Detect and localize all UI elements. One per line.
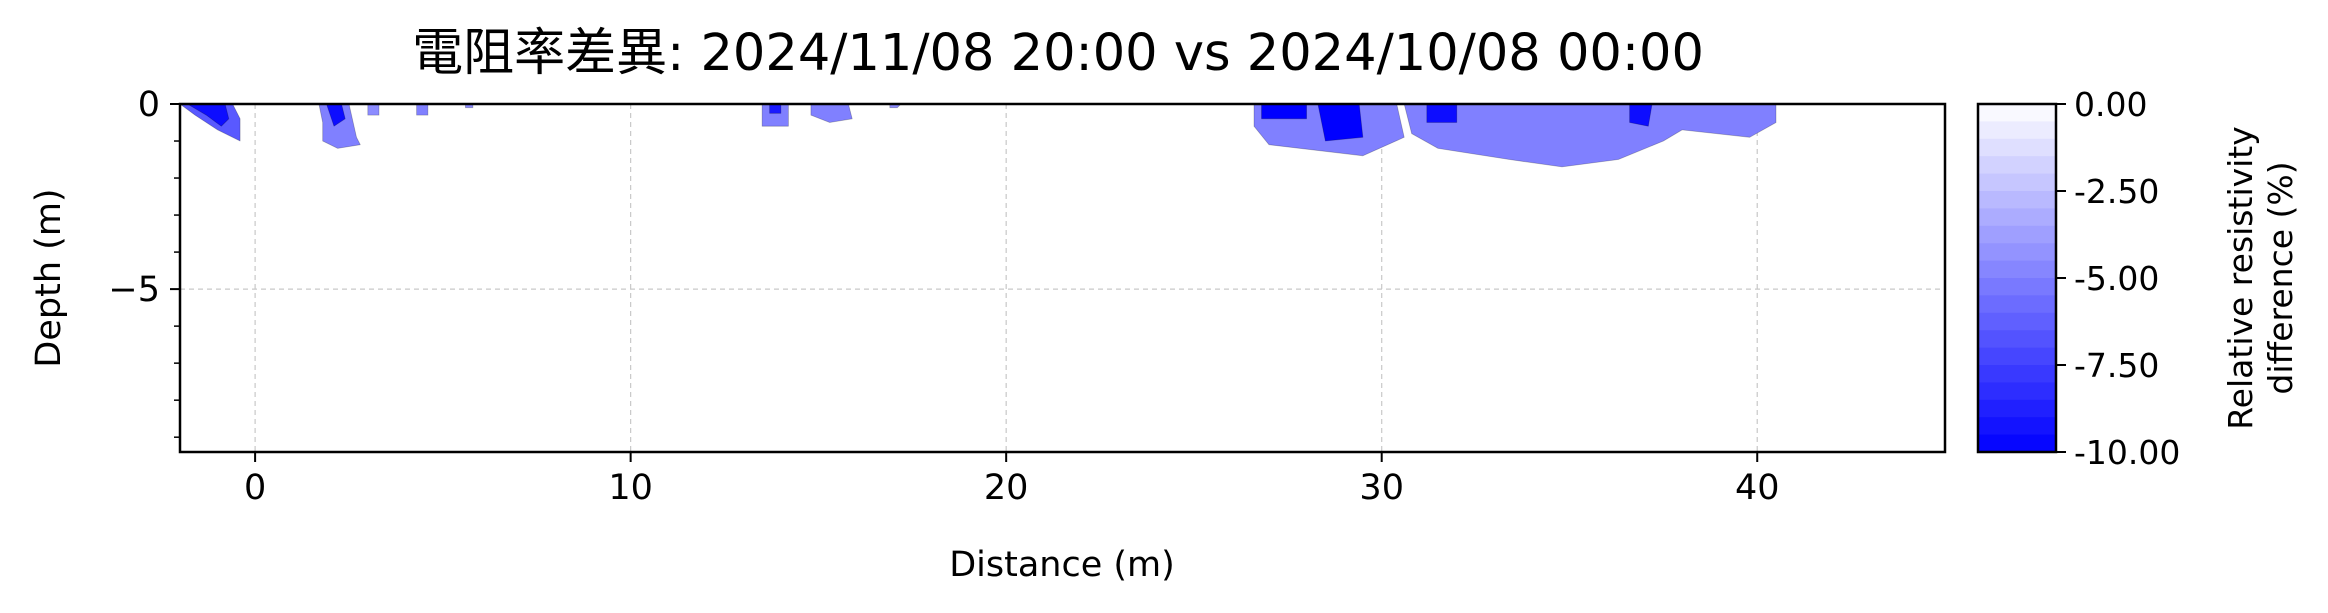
plot-frame	[178, 102, 1947, 454]
colorbar-band-6	[1978, 208, 2056, 227]
colorbar-bands	[1978, 104, 2056, 453]
plot-background	[180, 104, 1945, 452]
anomaly-5	[416, 103, 429, 116]
colorbar-band-8	[1978, 243, 2056, 262]
colorbar-band-11	[1978, 295, 2056, 314]
colorbar-band-13	[1978, 330, 2056, 349]
colorbar-band-14	[1978, 347, 2056, 366]
colorbar-band-7	[1978, 225, 2056, 244]
colorbar-band-19	[1978, 434, 2056, 453]
x-tick-label-4: 40	[1735, 468, 1780, 508]
colorbar-tick-label-4: -10.00	[2074, 433, 2180, 472]
colorbar-band-2	[1978, 138, 2056, 157]
colorbar-tick-label-1: -2.50	[2074, 172, 2159, 211]
anomaly-14	[1403, 103, 1777, 168]
y-axis-label: Depth (m)	[29, 188, 69, 367]
y-tick-label-1: −5	[108, 270, 160, 310]
x-tick-label-3: 30	[1359, 468, 1404, 508]
colorbar-band-17	[1978, 399, 2056, 418]
anomaly-8	[769, 103, 782, 114]
anomaly-12	[1261, 103, 1307, 120]
x-tick-label-0: 0	[244, 468, 266, 508]
colorbar-band-10	[1978, 278, 2056, 296]
x-axis: 0 10 20 30 40	[244, 452, 1780, 508]
colorbar-band-15	[1978, 365, 2056, 383]
colorbar-tick-label-2: -5.00	[2074, 259, 2159, 298]
colorbar-band-16	[1978, 382, 2056, 401]
y-tick-label-0: 0	[138, 85, 160, 125]
anomaly-13	[1317, 103, 1364, 142]
colorbar-band-12	[1978, 312, 2056, 331]
x-axis-label: Distance (m)	[949, 545, 1175, 585]
colorbar-band-5	[1978, 191, 2056, 209]
anomaly-16	[1629, 103, 1653, 127]
y-axis: 0 −5	[108, 85, 180, 438]
anomaly-4	[367, 103, 380, 116]
plot-area	[178, 102, 1947, 454]
colorbar-band-4	[1978, 173, 2056, 192]
anomaly-2	[318, 103, 361, 149]
colorbar-tick-label-3: -7.50	[2074, 346, 2159, 385]
anomaly-layer	[179, 103, 1777, 168]
colorbar: 0.00 -2.50 -5.00 -7.50 -10.00	[1976, 85, 2180, 472]
colorbar-band-18	[1978, 417, 2056, 436]
colorbar-label-line1: Relative resistivity	[2221, 126, 2260, 430]
chart-title: 電阻率差異: 2024/11/08 20:00 vs 2024/10/08 00…	[412, 24, 1704, 83]
colorbar-tick-label-0: 0.00	[2074, 85, 2147, 124]
x-tick-label-2: 20	[984, 468, 1029, 508]
anomaly-15	[1426, 103, 1458, 123]
colorbar-band-0	[1978, 104, 2056, 122]
colorbar-band-3	[1978, 156, 2056, 175]
colorbar-label-line2: difference (%)	[2261, 161, 2300, 394]
colorbar-ticks: 0.00 -2.50 -5.00 -7.50 -10.00	[2056, 85, 2180, 472]
colorbar-band-9	[1978, 260, 2056, 279]
x-tick-label-1: 10	[608, 468, 653, 508]
colorbar-band-1	[1978, 121, 2056, 140]
colorbar-label: Relative resistivity difference (%)	[2221, 126, 2300, 430]
